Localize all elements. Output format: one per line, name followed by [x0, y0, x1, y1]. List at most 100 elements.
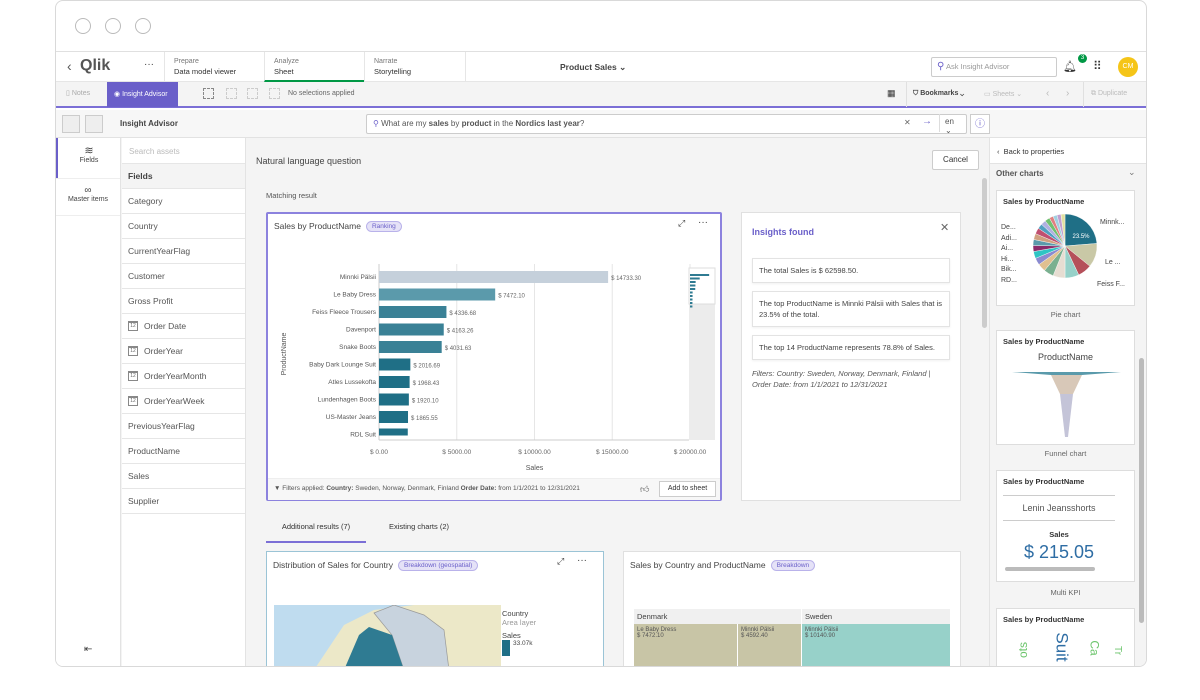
- back-icon[interactable]: ‹: [67, 58, 72, 74]
- field-item[interactable]: Category: [122, 189, 245, 214]
- pie-label: RD...: [1001, 276, 1017, 284]
- duplicate-button[interactable]: ⧉ Duplicate: [1083, 82, 1134, 107]
- language-select[interactable]: en ⌄: [939, 114, 966, 135]
- pie-chart-thumbnail[interactable]: Sales by ProductName 23.5% De... Adi... Ai…: [996, 190, 1135, 306]
- avatar[interactable]: CM: [1118, 57, 1138, 77]
- field-item[interactable]: CurrentYearFlag: [122, 239, 245, 264]
- apps-grid-icon[interactable]: ⠿: [1093, 59, 1102, 73]
- more-menu-button[interactable]: ···: [144, 59, 154, 70]
- chevron-down-icon[interactable]: ⌄: [1128, 167, 1136, 177]
- notes-button[interactable]: ▯ Notes: [66, 90, 91, 97]
- right-scrollbar[interactable]: [1139, 358, 1144, 623]
- word-cloud-thumbnail[interactable]: Sales by ProductName ots Suit Ca Tr: [996, 608, 1135, 666]
- card-title: Sales by Country and ProductName: [630, 560, 766, 570]
- thumb-title: Sales by ProductName: [1003, 337, 1085, 346]
- field-item[interactable]: 12 OrderYearWeek: [122, 389, 245, 414]
- calendar-icon: 12: [128, 321, 138, 331]
- thumbs-up-icon[interactable]: 👍︎: [640, 484, 650, 494]
- tab-analyze[interactable]: Analyze Sheet: [264, 52, 364, 82]
- bell-icon[interactable]: 🔔︎: [1063, 61, 1077, 73]
- field-item[interactable]: PreviousYearFlag: [122, 414, 245, 439]
- next-sheet-icon[interactable]: ›: [1066, 88, 1070, 99]
- x-axis-label: Sales: [526, 465, 544, 472]
- treemap-cell[interactable]: Minnki Pälsii $ 10140.90: [802, 624, 950, 666]
- tab-existing-charts[interactable]: Existing charts (2): [388, 522, 450, 531]
- clear-selections-icon[interactable]: [269, 88, 280, 99]
- field-item[interactable]: 12 Order Date: [122, 314, 245, 339]
- field-item[interactable]: 12 OrderYear: [122, 339, 245, 364]
- add-to-sheet-button[interactable]: Add to sheet: [659, 481, 716, 497]
- nordic-map[interactable]: [274, 605, 501, 667]
- sheets-button[interactable]: ▭ Sheets ⌄: [984, 91, 1023, 98]
- collapse-panel-icon[interactable]: ⇤: [84, 644, 93, 655]
- matching-result-label: Matching result: [266, 191, 317, 200]
- pie-label: Minnk...: [1100, 219, 1125, 226]
- minimap-bar: [690, 288, 696, 290]
- treemap: Denmark Sweden Le Baby Dress $ 7472.10 Mi…: [634, 609, 950, 666]
- minimap-bar: [690, 305, 693, 308]
- tab-narrate[interactable]: Narrate Storytelling: [364, 52, 466, 82]
- expand-icon[interactable]: ⤢: [557, 556, 565, 566]
- treemap-cell[interactable]: Le Baby Dress $ 7472.10: [634, 624, 737, 666]
- expand-icon[interactable]: ⤢: [678, 218, 686, 228]
- thumb-title: Sales by ProductName: [1003, 197, 1085, 206]
- field-item[interactable]: Country: [122, 214, 245, 239]
- clear-icon[interactable]: ✕: [904, 118, 911, 127]
- close-icon[interactable]: ✕: [940, 222, 950, 234]
- question-input[interactable]: ⚲ What are my sales by product in the No…: [366, 114, 967, 135]
- nav-master-items[interactable]: ∞ Master items: [56, 178, 120, 216]
- tab-prepare[interactable]: Prepare Data model viewer: [164, 52, 264, 82]
- window-maximize-button[interactable]: [135, 18, 151, 34]
- multi-kpi-thumbnail[interactable]: Sales by ProductName Lenin Jeansshorts S…: [996, 470, 1135, 582]
- data-label: $ 4163.26: [447, 329, 474, 335]
- selections-tool-icon[interactable]: ▦: [887, 88, 896, 98]
- section-title: Natural language question: [256, 156, 362, 166]
- field-item[interactable]: Supplier: [122, 489, 245, 514]
- search-icon: ⚲: [373, 119, 379, 128]
- minimap-bar: [690, 281, 696, 283]
- data-label: $ 2016.69: [413, 364, 440, 370]
- tab-additional-results[interactable]: Additional results (7): [266, 513, 366, 543]
- submit-arrow-icon[interactable]: →: [922, 116, 932, 127]
- data-label: $ 14733.30: [611, 276, 642, 282]
- bar: [379, 271, 609, 283]
- funnel-chart-thumbnail[interactable]: Sales by ProductName ProductName: [996, 330, 1135, 445]
- more-options-icon[interactable]: ···: [698, 217, 708, 228]
- toggle-right-panel-icon[interactable]: [85, 115, 103, 133]
- insight-advisor-button[interactable]: ◉ Insight Advisor: [107, 82, 178, 107]
- cancel-button[interactable]: Cancel: [932, 150, 979, 170]
- window-close-button[interactable]: [75, 18, 91, 34]
- pie-label: Le ...: [1105, 259, 1121, 266]
- bar: [379, 341, 442, 353]
- bookmarks-button[interactable]: ⛉ Bookmarks ⌄: [906, 82, 970, 107]
- window-minimize-button[interactable]: [105, 18, 121, 34]
- info-icon[interactable]: ⓘ: [970, 114, 990, 134]
- ranking-chart-card[interactable]: Sales by ProductName Ranking ⤢ ··· $ 0.00…: [266, 212, 722, 501]
- data-label: $ 4336.68: [449, 311, 476, 317]
- toggle-left-panel-icon[interactable]: [62, 115, 80, 133]
- ask-insight-advisor-input[interactable]: ⚲ Ask Insight Advisor: [931, 57, 1057, 77]
- toolbar: ▯ Notes ◉ Insight Advisor No selections …: [56, 82, 1146, 108]
- kpi-scrollbar[interactable]: [1005, 567, 1095, 571]
- field-item[interactable]: 12 OrderYearMonth: [122, 364, 245, 389]
- calendar-icon: 12: [128, 346, 138, 356]
- app-title-dropdown[interactable]: Product Sales ⌄: [560, 62, 627, 72]
- previous-sheet-icon[interactable]: ‹: [1046, 88, 1050, 99]
- main-scrollbar[interactable]: [982, 178, 987, 328]
- step-forward-icon[interactable]: [247, 88, 258, 99]
- smart-search-icon[interactable]: [203, 88, 214, 99]
- nav-fields[interactable]: ≋ Fields: [56, 138, 120, 178]
- field-item[interactable]: Sales: [122, 464, 245, 489]
- search-assets-input[interactable]: Search assets: [122, 138, 245, 164]
- back-to-properties-button[interactable]: ‹ Back to properties: [990, 138, 1146, 164]
- step-back-icon[interactable]: [226, 88, 237, 99]
- treemap-cell[interactable]: Minnki Pälsii $ 4592.40: [738, 624, 801, 666]
- geo-chart-card[interactable]: Distribution of Sales for Country Breakdo…: [266, 551, 604, 667]
- data-label: $ 4031.63: [445, 346, 472, 352]
- field-item[interactable]: Gross Profit: [122, 289, 245, 314]
- treemap-card[interactable]: Sales by Country and ProductName Breakdow…: [623, 551, 961, 666]
- field-item[interactable]: Customer: [122, 264, 245, 289]
- duplicate-icon: ⧉: [1091, 90, 1096, 97]
- more-options-icon[interactable]: ···: [577, 555, 587, 566]
- field-item[interactable]: ProductName: [122, 439, 245, 464]
